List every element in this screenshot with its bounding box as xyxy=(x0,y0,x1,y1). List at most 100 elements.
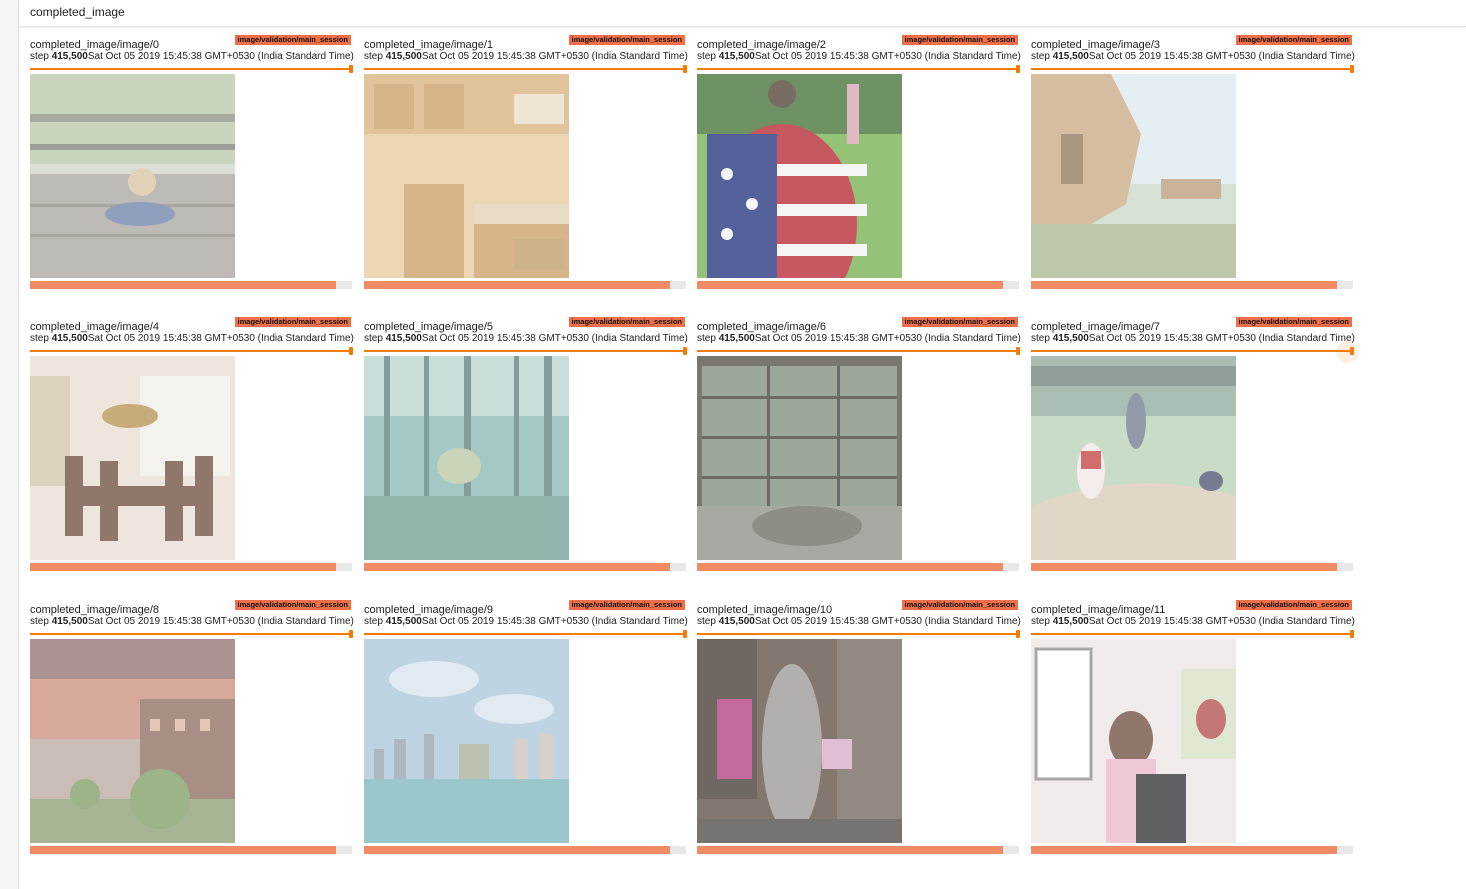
step-info: step 415,500Sat Oct 05 2019 15:45:38 GMT… xyxy=(364,333,688,344)
image-card: completed_image/image/8 image/validation… xyxy=(30,600,354,859)
image-fill-bar-level xyxy=(364,563,670,571)
step-timestamp: Sat Oct 05 2019 15:45:38 GMT+0530 (India… xyxy=(421,616,688,627)
slider-thumb[interactable] xyxy=(683,630,687,638)
slider-thumb[interactable] xyxy=(683,347,687,355)
run-label-badge: image/validation/main_session xyxy=(568,317,685,327)
step-prefix: step xyxy=(697,616,719,627)
image-card: completed_image/image/5 image/validation… xyxy=(364,317,688,576)
step-slider[interactable] xyxy=(697,630,1020,638)
image-card-title: completed_image/image/8 xyxy=(30,604,160,616)
slider-thumb[interactable] xyxy=(683,65,687,73)
step-prefix: step xyxy=(1031,616,1053,627)
run-label-badge: image/validation/main_session xyxy=(568,600,685,610)
step-slider[interactable] xyxy=(364,347,687,355)
slider-thumb[interactable] xyxy=(1016,630,1020,638)
slider-thumb[interactable] xyxy=(349,347,353,355)
image-card-title: completed_image/image/9 xyxy=(364,604,494,616)
step-slider[interactable] xyxy=(1031,65,1354,73)
step-info: step 415,500Sat Oct 05 2019 15:45:38 GMT… xyxy=(364,51,688,62)
image-card-title: completed_image/image/10 xyxy=(697,604,833,616)
slider-track xyxy=(697,633,1019,635)
left-gutter xyxy=(0,0,19,889)
step-value: 415,500 xyxy=(1052,333,1089,344)
image-fill-bar xyxy=(1031,846,1353,854)
section-header[interactable]: completed_image xyxy=(19,0,1466,27)
step-slider[interactable] xyxy=(364,65,687,73)
image-thumbnail[interactable] xyxy=(1031,639,1236,843)
image-card: completed_image/image/10 image/validatio… xyxy=(697,600,1021,859)
step-info: step 415,500Sat Oct 05 2019 15:45:38 GMT… xyxy=(30,333,354,344)
slider-thumb[interactable] xyxy=(349,65,353,73)
run-label-badge: image/validation/main_session xyxy=(234,600,351,610)
run-label-badge: image/validation/main_session xyxy=(901,317,1018,327)
image-thumbnail[interactable] xyxy=(30,356,235,560)
step-timestamp: Sat Oct 05 2019 15:45:38 GMT+0530 (India… xyxy=(421,333,688,344)
image-thumbnail[interactable] xyxy=(364,356,569,560)
slider-track xyxy=(30,68,352,70)
golf-flag-image xyxy=(697,74,902,278)
image-fill-bar xyxy=(364,563,686,571)
image-thumbnail[interactable] xyxy=(697,74,902,278)
image-thumbnail[interactable] xyxy=(697,356,902,560)
dining-room-image xyxy=(30,356,235,560)
step-value: 415,500 xyxy=(385,51,422,62)
section-title: completed_image xyxy=(30,5,125,19)
image-card-title: completed_image/image/2 xyxy=(697,39,827,51)
image-card: completed_image/image/9 image/validation… xyxy=(364,600,688,859)
run-label-badge: image/validation/main_session xyxy=(568,35,685,45)
image-thumbnail[interactable] xyxy=(364,639,569,843)
sea-cliff-image xyxy=(1031,74,1236,278)
step-slider[interactable] xyxy=(1031,347,1354,355)
step-slider[interactable] xyxy=(30,347,353,355)
step-prefix: step xyxy=(1031,333,1053,344)
step-prefix: step xyxy=(1031,51,1053,62)
step-slider[interactable] xyxy=(30,65,353,73)
slider-track xyxy=(697,350,1019,352)
step-timestamp: Sat Oct 05 2019 15:45:38 GMT+0530 (India… xyxy=(87,333,354,344)
image-fill-bar-level xyxy=(697,281,1003,289)
image-thumbnail[interactable] xyxy=(1031,74,1236,278)
image-card: completed_image/image/2 image/validation… xyxy=(697,35,1021,294)
step-slider[interactable] xyxy=(364,630,687,638)
step-value: 415,500 xyxy=(385,333,422,344)
image-card-title: completed_image/image/5 xyxy=(364,321,494,333)
image-card-title: completed_image/image/0 xyxy=(30,39,160,51)
slider-track xyxy=(1031,68,1353,70)
step-value: 415,500 xyxy=(718,51,755,62)
image-fill-bar-level xyxy=(697,846,1003,854)
slider-thumb[interactable] xyxy=(1016,65,1020,73)
step-slider[interactable] xyxy=(1031,630,1354,638)
image-thumbnail[interactable] xyxy=(697,639,902,843)
image-thumbnail[interactable] xyxy=(364,74,569,278)
run-label-badge: image/validation/main_session xyxy=(901,35,1018,45)
step-info: step 415,500Sat Oct 05 2019 15:45:38 GMT… xyxy=(1031,333,1355,344)
kitchen-image xyxy=(364,74,569,278)
image-thumbnail[interactable] xyxy=(30,639,235,843)
slider-thumb[interactable] xyxy=(1350,630,1354,638)
step-slider[interactable] xyxy=(697,347,1020,355)
slider-thumb[interactable] xyxy=(1350,65,1354,73)
step-timestamp: Sat Oct 05 2019 15:45:38 GMT+0530 (India… xyxy=(754,51,1021,62)
step-prefix: step xyxy=(364,333,386,344)
forest-image xyxy=(364,356,569,560)
slider-thumb[interactable] xyxy=(349,630,353,638)
step-info: step 415,500Sat Oct 05 2019 15:45:38 GMT… xyxy=(697,616,1021,627)
image-thumbnail[interactable] xyxy=(30,74,235,278)
slider-focus-halo xyxy=(1336,341,1358,363)
step-prefix: step xyxy=(30,333,52,344)
step-slider[interactable] xyxy=(697,65,1020,73)
run-label-badge: image/validation/main_session xyxy=(1235,35,1352,45)
slider-thumb[interactable] xyxy=(1016,347,1020,355)
run-label-badge: image/validation/main_session xyxy=(1235,600,1352,610)
slider-thumb[interactable] xyxy=(1350,347,1354,355)
image-card-title: completed_image/image/4 xyxy=(30,321,160,333)
statue-street-image xyxy=(697,639,902,843)
step-value: 415,500 xyxy=(51,333,88,344)
step-slider[interactable] xyxy=(30,630,353,638)
image-thumbnail[interactable] xyxy=(1031,356,1236,560)
step-value: 415,500 xyxy=(51,51,88,62)
step-prefix: step xyxy=(364,616,386,627)
step-value: 415,500 xyxy=(51,616,88,627)
step-timestamp: Sat Oct 05 2019 15:45:38 GMT+0530 (India… xyxy=(754,616,1021,627)
